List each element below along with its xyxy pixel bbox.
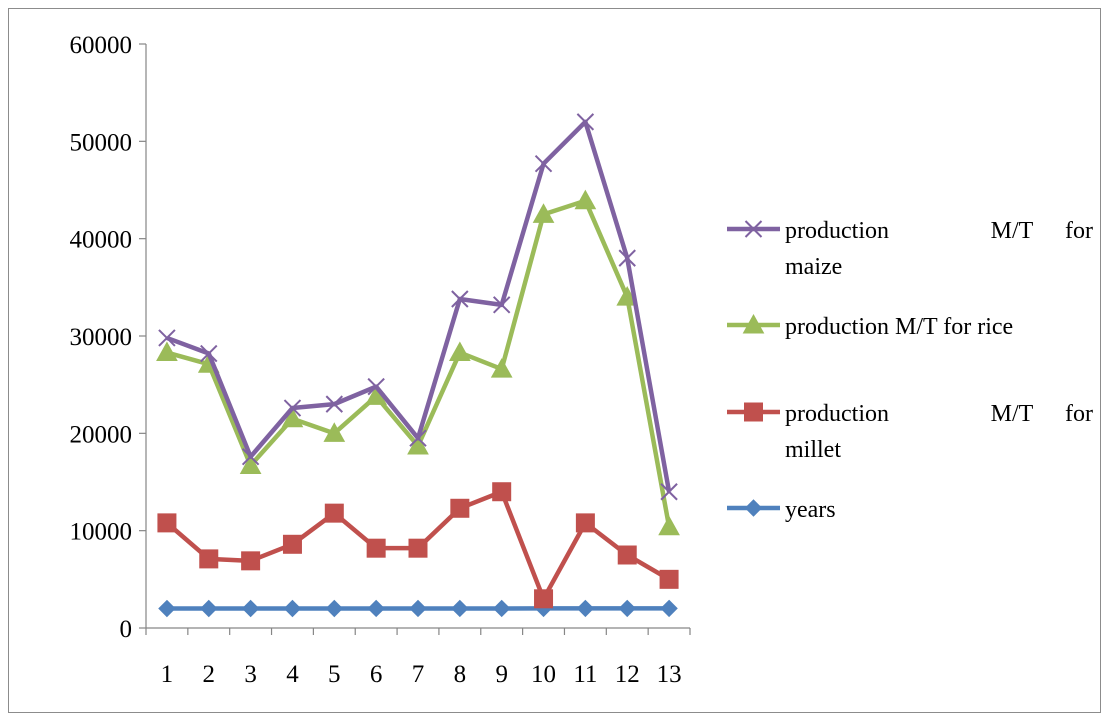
data-point bbox=[452, 600, 468, 616]
data-point bbox=[410, 600, 426, 616]
data-point bbox=[451, 499, 469, 517]
x-tick-label: 10 bbox=[531, 661, 556, 688]
series-layer bbox=[157, 114, 679, 617]
legend-label-word: M/T bbox=[991, 401, 1034, 427]
y-tick-label: 50000 bbox=[70, 129, 133, 156]
series-1 bbox=[157, 191, 679, 535]
y-tick-label: 30000 bbox=[70, 324, 133, 351]
data-point bbox=[577, 600, 593, 616]
data-point bbox=[367, 539, 385, 557]
legend-swatch-marker bbox=[746, 500, 762, 516]
x-tick-label: 13 bbox=[657, 661, 682, 688]
data-point bbox=[575, 191, 595, 209]
legend-label: production M/T for rice bbox=[785, 314, 1013, 340]
series-line bbox=[167, 201, 669, 527]
legend-swatch-marker bbox=[745, 403, 763, 421]
legend-item-2: production for M/T millet bbox=[727, 401, 1093, 463]
data-point bbox=[159, 601, 175, 617]
data-point bbox=[660, 570, 678, 588]
legend-item-1: production M/T for rice bbox=[727, 314, 1013, 340]
data-point bbox=[493, 483, 511, 501]
legend-label: years bbox=[785, 497, 836, 523]
legend-label-word: for bbox=[1065, 401, 1093, 427]
data-point bbox=[284, 600, 300, 616]
data-point bbox=[325, 504, 343, 522]
x-tick-label: 5 bbox=[328, 661, 341, 688]
y-tick-label: 60000 bbox=[70, 32, 133, 59]
data-point bbox=[368, 600, 384, 616]
y-tick-label: 40000 bbox=[70, 227, 133, 254]
data-point bbox=[243, 601, 259, 617]
data-point bbox=[326, 600, 342, 616]
x-tick-label: 2 bbox=[203, 661, 216, 688]
x-tick-label: 8 bbox=[454, 661, 467, 688]
x-tick-label: 9 bbox=[495, 661, 508, 688]
y-tick-label: 10000 bbox=[70, 519, 133, 546]
data-point bbox=[242, 552, 260, 570]
legend-item-3: years bbox=[727, 497, 836, 523]
data-point bbox=[618, 546, 636, 564]
series-2 bbox=[158, 483, 678, 608]
legend-label-word: production bbox=[785, 218, 889, 244]
data-point bbox=[201, 601, 217, 617]
x-tick-label: 4 bbox=[286, 661, 299, 688]
series-3 bbox=[159, 600, 677, 616]
legend-item-0: production for M/T maize bbox=[727, 218, 1093, 280]
data-point bbox=[158, 514, 176, 532]
data-point bbox=[450, 343, 470, 361]
legend-label: millet bbox=[785, 437, 841, 463]
series-line bbox=[167, 122, 669, 492]
data-point bbox=[200, 550, 218, 568]
y-tick-label: 20000 bbox=[70, 421, 133, 448]
x-tick-label: 6 bbox=[370, 661, 383, 688]
x-tick-label: 3 bbox=[244, 661, 257, 688]
data-point bbox=[661, 600, 677, 616]
x-tick-label: 1 bbox=[161, 661, 174, 688]
data-point bbox=[576, 514, 594, 532]
legend-label-word: production bbox=[785, 401, 889, 427]
legend: production for M/T maize production M/T for … bbox=[727, 218, 1093, 523]
x-tick-label: 11 bbox=[573, 661, 597, 688]
data-point bbox=[535, 590, 553, 608]
data-point bbox=[409, 539, 427, 557]
x-tick-label: 12 bbox=[615, 661, 640, 688]
data-point bbox=[659, 517, 679, 535]
legend-label-word: for bbox=[1065, 218, 1093, 244]
data-point bbox=[494, 600, 510, 616]
legend-label-word: M/T bbox=[991, 218, 1034, 244]
x-tick-label: 7 bbox=[412, 661, 425, 688]
data-point bbox=[283, 535, 301, 553]
legend-label: maize bbox=[785, 254, 842, 280]
y-tick-label: 0 bbox=[120, 616, 133, 643]
data-point bbox=[619, 600, 635, 616]
